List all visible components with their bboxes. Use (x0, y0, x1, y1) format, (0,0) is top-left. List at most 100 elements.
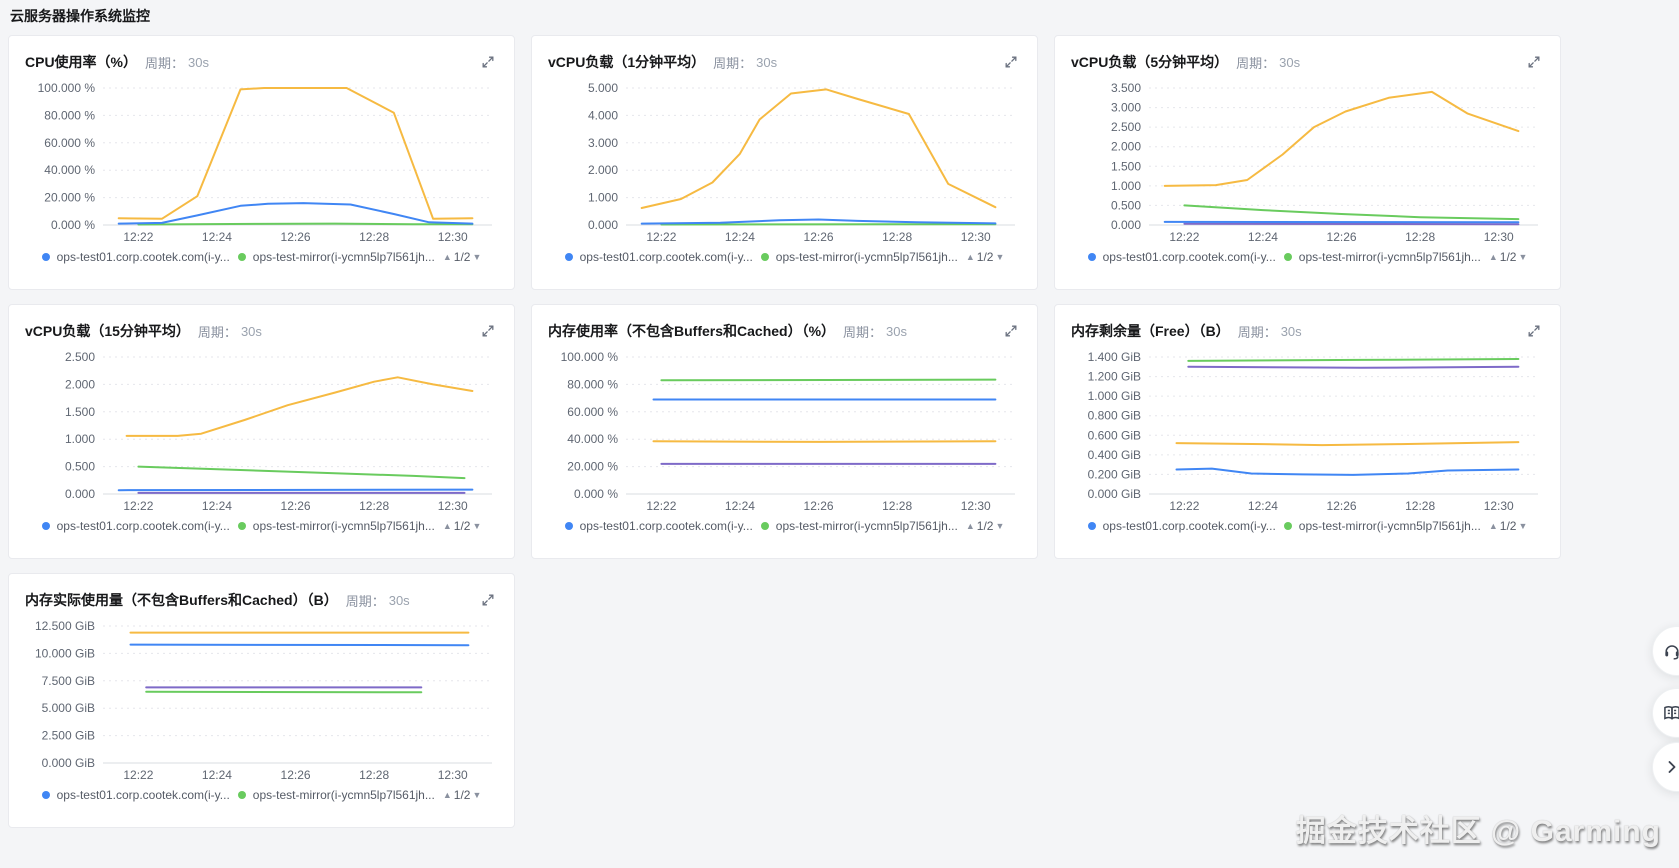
x-axis-tick-label: 12:24 (202, 230, 232, 244)
legend-item[interactable]: ops-test-mirror(i-ycmn5lp7l561jh... (237, 788, 435, 802)
y-axis-tick-label: 40.000 % (44, 163, 95, 177)
legend-dot-blue (41, 253, 50, 261)
x-axis-tick-label: 12:24 (725, 499, 755, 513)
legend-item[interactable]: ops-test01.corp.cootek.com(i-y... (41, 250, 230, 264)
x-axis-tick-label: 12:26 (281, 230, 311, 244)
legend-prev-icon[interactable]: ▲ (442, 252, 452, 262)
page-title: 云服务器操作系统监控 (10, 8, 150, 24)
legend-item[interactable]: ops-test-mirror(i-ycmn5lp7l561jh... (760, 519, 958, 533)
legend-prev-icon[interactable]: ▲ (1488, 252, 1498, 262)
legend-item[interactable]: ops-test01.corp.cootek.com(i-y... (1087, 519, 1276, 533)
legend-next-icon[interactable]: ▼ (472, 790, 482, 800)
charts-grid: CPU使用率（%） 周期： 30s 100.000 % 80.000 % 60.00… (8, 35, 1561, 828)
docs-button[interactable] (1652, 688, 1679, 738)
legend-item[interactable]: ops-test-mirror(i-ycmn5lp7l561jh... (1283, 519, 1481, 533)
legend-page-indicator: 1/2 (976, 250, 994, 264)
y-axis-tick-label: 0.000 (1111, 218, 1141, 232)
chart-period-label: 周期： (145, 55, 185, 71)
legend-prev-icon[interactable]: ▲ (965, 521, 975, 531)
chart-canvas[interactable]: 5.000 4.000 3.000 2.000 1.000 0.000 12:22 12:24… (548, 78, 1023, 248)
chart-canvas[interactable]: 3.500 3.000 2.500 2.000 1.500 1.000 0.500 0.000… (1071, 78, 1546, 248)
chart-title: 内存剩余量（Free）（B） (1071, 323, 1230, 339)
legend-next-icon[interactable]: ▼ (472, 252, 482, 262)
y-axis-tick-label: 0.000 % (574, 487, 618, 501)
y-axis-tick-label: 100.000 % (38, 81, 96, 95)
chart-period-value: 30s (388, 592, 410, 608)
legend-next-icon[interactable]: ▼ (1518, 252, 1528, 262)
y-axis-tick-label: 1.000 (65, 432, 95, 446)
y-axis-tick-label: 3.500 (1111, 81, 1141, 95)
legend-prev-icon[interactable]: ▲ (1488, 521, 1498, 531)
expand-chart-button[interactable] (1524, 321, 1544, 341)
legend-prev-icon[interactable]: ▲ (965, 252, 975, 262)
series-line-green (145, 690, 423, 694)
chart-title: 内存使用率（不包含Buffers和Cached）（%） (548, 323, 836, 339)
expand-icon (482, 325, 494, 337)
legend-prev-icon[interactable]: ▲ (442, 790, 452, 800)
legend-item[interactable]: ops-test01.corp.cootek.com(i-y... (564, 250, 753, 264)
x-axis-tick-label: 12:22 (646, 499, 676, 513)
chart-canvas[interactable]: 1.400 GiB 1.200 GiB 1.000 GiB 0.800 GiB 0.60… (1071, 347, 1546, 517)
x-axis-tick-label: 12:26 (281, 768, 311, 782)
expand-chart-button[interactable] (478, 321, 498, 341)
legend-next-icon[interactable]: ▼ (472, 521, 482, 531)
series-line-green (137, 465, 466, 480)
legend-label: ops-test-mirror(i-ycmn5lp7l561jh... (775, 250, 958, 264)
chart-canvas[interactable]: 100.000 % 80.000 % 60.000 % 40.000 % 20.000 … (548, 347, 1023, 517)
support-button[interactable] (1652, 626, 1679, 676)
y-axis-tick-label: 80.000 % (44, 108, 95, 122)
legend-next-icon[interactable]: ▼ (995, 521, 1005, 531)
legend-dot-blue (564, 253, 573, 261)
chart-card: 内存使用率（不包含Buffers和Cached）（%） 周期： 30s 100.… (531, 304, 1038, 559)
legend-next-icon[interactable]: ▼ (1518, 521, 1528, 531)
expand-chart-button[interactable] (1001, 52, 1021, 72)
y-axis-tick-label: 0.500 (1111, 198, 1141, 212)
legend-prev-icon[interactable]: ▲ (442, 521, 452, 531)
expand-chart-button[interactable] (1524, 52, 1544, 72)
expand-chart-button[interactable] (478, 52, 498, 72)
y-axis-tick-label: 3.000 (1111, 101, 1141, 115)
chart-card: vCPU负载（1分钟平均） 周期： 30s 5.000 4.000 3.000 2.0… (531, 35, 1038, 290)
y-axis-tick-label: 10.000 GiB (35, 646, 95, 660)
series-line-blue (640, 218, 997, 225)
chart-period-label: 周期： (843, 324, 883, 340)
chart-canvas[interactable]: 12.500 GiB 10.000 GiB 7.500 GiB 5.000 GiB 2.… (25, 616, 500, 786)
legend-item[interactable]: ops-test-mirror(i-ycmn5lp7l561jh... (237, 519, 435, 533)
legend-next-icon[interactable]: ▼ (995, 252, 1005, 262)
legend-item[interactable]: ops-test01.corp.cootek.com(i-y... (41, 788, 230, 802)
y-axis-tick-label: 1.500 (65, 405, 95, 419)
legend-item[interactable]: ops-test01.corp.cootek.com(i-y... (564, 519, 753, 533)
chart-legend: ops-test01.corp.cootek.com(i-y... ops-tes… (548, 519, 1021, 533)
x-axis-tick-label: 12:28 (1405, 230, 1435, 244)
legend-dot-green (760, 522, 769, 530)
legend-item[interactable]: ops-test01.corp.cootek.com(i-y... (41, 519, 230, 533)
legend-item[interactable]: ops-test-mirror(i-ycmn5lp7l561jh... (760, 250, 958, 264)
headset-icon (1665, 645, 1679, 660)
legend-label: ops-test01.corp.cootek.com(i-y... (579, 519, 753, 533)
legend-item[interactable]: ops-test01.corp.cootek.com(i-y... (1087, 250, 1276, 264)
series-line-yellow (640, 88, 997, 209)
y-axis-tick-label: 2.000 (588, 163, 618, 177)
y-axis-tick-label: 4.000 (588, 108, 618, 122)
legend-pager: ▲ 1/2 ▼ (1489, 250, 1528, 264)
x-axis-tick-label: 12:26 (804, 499, 834, 513)
legend-item[interactable]: ops-test-mirror(i-ycmn5lp7l561jh... (237, 250, 435, 264)
x-axis-tick-label: 12:22 (646, 230, 676, 244)
collapse-panel-button[interactable] (1652, 742, 1679, 792)
chart-canvas[interactable]: 100.000 % 80.000 % 60.000 % 40.000 % 20.000 … (25, 78, 500, 248)
y-axis-tick-label: 1.500 (1111, 159, 1141, 173)
legend-item[interactable]: ops-test-mirror(i-ycmn5lp7l561jh... (1283, 250, 1481, 264)
chevron-right-icon (1668, 761, 1676, 773)
y-axis-tick-label: 0.000 GiB (1088, 487, 1141, 501)
legend-pager: ▲ 1/2 ▼ (966, 519, 1005, 533)
expand-chart-button[interactable] (478, 590, 498, 610)
y-axis-tick-label: 0.400 GiB (1088, 448, 1141, 462)
y-axis-tick-label: 0.500 (65, 460, 95, 474)
chart-card-header: CPU使用率（%） 周期： 30s (25, 50, 498, 74)
expand-chart-button[interactable] (1001, 321, 1021, 341)
chart-period-label: 周期： (197, 324, 237, 340)
chart-canvas[interactable]: 2.500 2.000 1.500 1.000 0.500 0.000 12:22 12:24… (25, 347, 500, 517)
y-axis-tick-label: 2.500 (65, 350, 95, 364)
y-axis-tick-label: 2.500 (1111, 120, 1141, 134)
y-axis-tick-label: 2.500 GiB (42, 729, 95, 743)
